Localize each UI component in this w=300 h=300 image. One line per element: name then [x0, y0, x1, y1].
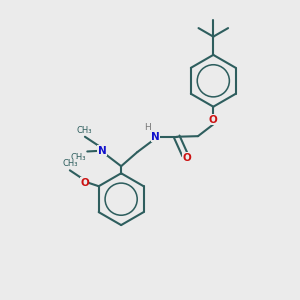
Text: N: N	[151, 132, 160, 142]
Text: O: O	[209, 115, 218, 125]
Text: O: O	[80, 178, 89, 188]
Text: CH₃: CH₃	[71, 153, 86, 162]
Text: CH₃: CH₃	[76, 126, 92, 135]
Text: CH₃: CH₃	[63, 159, 78, 168]
Text: N: N	[98, 146, 106, 156]
Text: O: O	[183, 153, 191, 163]
Text: H: H	[145, 123, 151, 132]
